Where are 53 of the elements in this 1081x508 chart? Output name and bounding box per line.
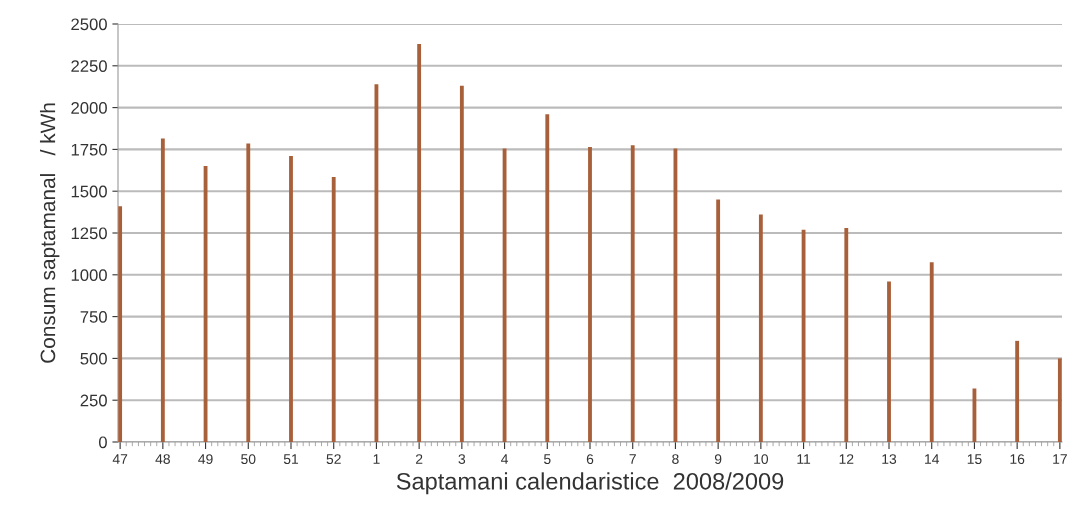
bar — [887, 281, 891, 442]
bar — [716, 199, 721, 442]
bar — [289, 156, 293, 442]
x-tick-label: 11 — [797, 454, 811, 464]
x-tick-label: 9 — [714, 454, 722, 465]
bar — [459, 85, 464, 442]
x-tick-label: 51 — [283, 454, 299, 465]
x-tick-label: 3 — [458, 454, 466, 465]
y-tick-label: 2250 — [71, 60, 107, 72]
y-tick-label: 750 — [80, 311, 107, 323]
y-tick-label: 0 — [98, 436, 107, 449]
y-tick-label: 250 — [80, 394, 107, 407]
x-tick-label: 48 — [155, 454, 170, 465]
x-tick-label: 17 — [1053, 454, 1067, 464]
bar — [844, 227, 849, 442]
y-tick-label: 1250 — [71, 227, 107, 240]
x-tick-label: 2 — [415, 454, 423, 464]
x-tick-label: 5 — [543, 454, 551, 465]
y-tick-label: 1000 — [71, 269, 107, 281]
x-tick-label: 16 — [1010, 454, 1025, 465]
bar — [1057, 358, 1062, 442]
x-tick-label: 14 — [925, 454, 940, 464]
x-tick-label: 12 — [839, 454, 854, 464]
x-tick-label: 1 — [373, 454, 380, 464]
bar — [630, 145, 635, 442]
x-tick-label: 6 — [586, 454, 594, 465]
y-tick-label: 1750 — [71, 143, 107, 156]
bar — [160, 138, 165, 442]
bar — [1015, 340, 1020, 442]
bar — [118, 206, 123, 442]
bar — [246, 143, 251, 442]
y-tick-label: 2000 — [71, 102, 107, 114]
bar — [588, 146, 592, 442]
bar — [331, 176, 336, 442]
x-tick-label: 52 — [326, 454, 341, 465]
x-tick-label: 7 — [629, 454, 636, 464]
x-tick-label: 10 — [754, 454, 769, 465]
x-tick-label: 50 — [241, 454, 256, 465]
x-axis-title: Saptamani calendaristice 2008/2009 — [396, 472, 784, 495]
x-tick-label: 47 — [112, 454, 128, 464]
x-tick-label: 15 — [967, 454, 982, 465]
y-tick-label: 1500 — [71, 185, 107, 198]
y-tick-label: 500 — [80, 352, 107, 365]
bar — [545, 114, 550, 442]
x-tick-label: 13 — [882, 454, 897, 465]
bar — [417, 44, 422, 442]
bar — [758, 214, 763, 442]
x-tick-label: 8 — [672, 454, 679, 465]
x-tick-label: 49 — [198, 454, 213, 465]
y-axis-title: Consum saptamanal / kWh — [39, 103, 60, 363]
x-tick-label: 4 — [501, 454, 509, 464]
y-tick-label: 2500 — [71, 18, 107, 31]
bar — [929, 262, 934, 442]
